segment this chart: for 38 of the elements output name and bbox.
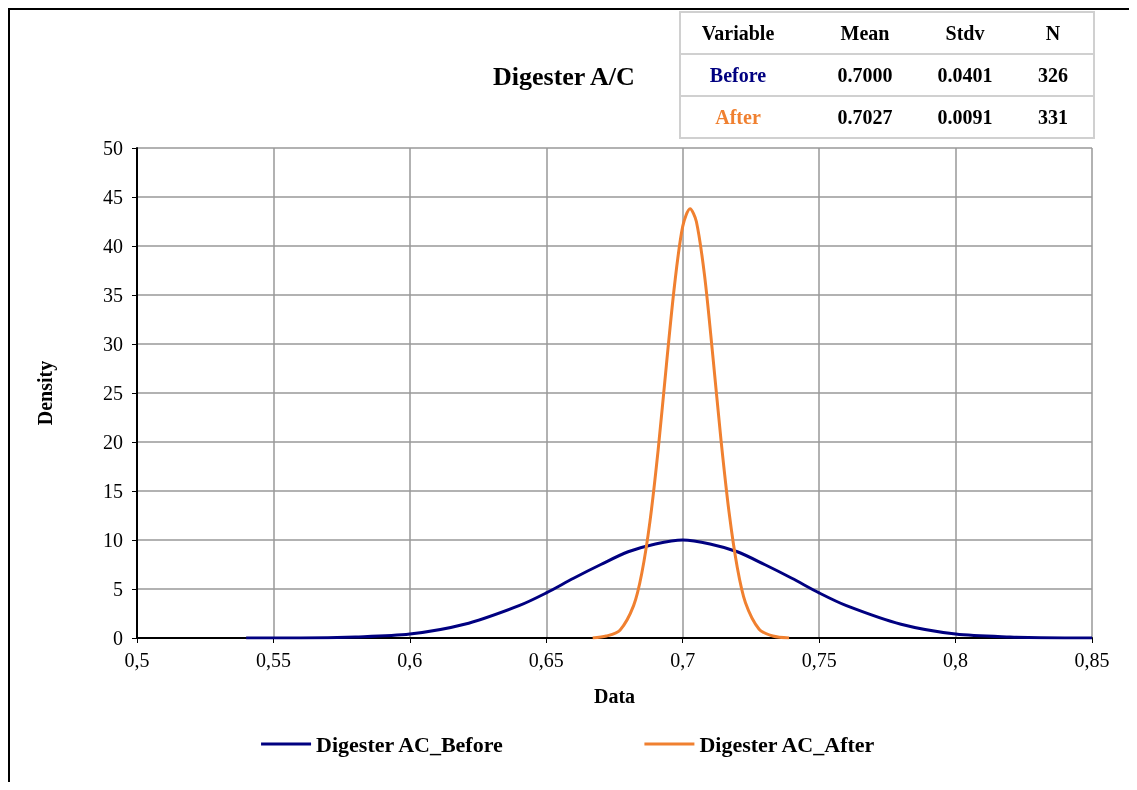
text: Stdv (945, 22, 985, 44)
text: N (1045, 22, 1061, 44)
x-tick-label: 0,5 (124, 649, 150, 671)
y-tick-label: 40 (103, 235, 123, 257)
text: 326 (1038, 64, 1068, 86)
y-tick-label: 35 (103, 284, 123, 306)
y-tick-label: 25 (103, 382, 123, 404)
x-tick-label: 0,8 (943, 649, 969, 671)
y-tick-label: 5 (113, 578, 123, 600)
text: 0.0091 (937, 106, 993, 128)
text: 331 (1038, 106, 1068, 128)
x-tick-label: 0,75 (801, 649, 837, 671)
y-tick-label: 30 (103, 333, 123, 355)
text: 0.7027 (837, 106, 893, 128)
x-tick-label: 0,85 (1074, 649, 1110, 671)
y-tick-label: 0 (113, 627, 123, 649)
x-tick-label: 0,55 (255, 649, 291, 671)
legend-label: Digester AC_Before (316, 731, 504, 757)
text: 0.0401 (937, 64, 993, 86)
x-tick-label: 0,7 (670, 649, 696, 671)
x-axis-title: Data (593, 685, 636, 707)
y-tick-label: 15 (103, 480, 123, 502)
chart-title: Digester A/C (493, 61, 635, 91)
text: Mean (840, 22, 890, 44)
y-axis-title: Density (34, 360, 57, 426)
y-tick-label: 20 (103, 431, 123, 453)
line-series (591, 207, 791, 640)
text: Variable (701, 22, 775, 44)
legend-label: Digester AC_After (699, 731, 875, 757)
x-tick-label: 0,6 (397, 649, 423, 671)
line-series (244, 538, 1094, 640)
text: 0.7000 (837, 64, 893, 86)
text: After (715, 106, 761, 128)
text: Before (709, 64, 767, 86)
y-tick-label: 45 (103, 186, 123, 208)
y-tick-label: 50 (103, 137, 123, 159)
y-tick-label: 10 (103, 529, 123, 551)
x-tick-label: 0,65 (528, 649, 564, 671)
